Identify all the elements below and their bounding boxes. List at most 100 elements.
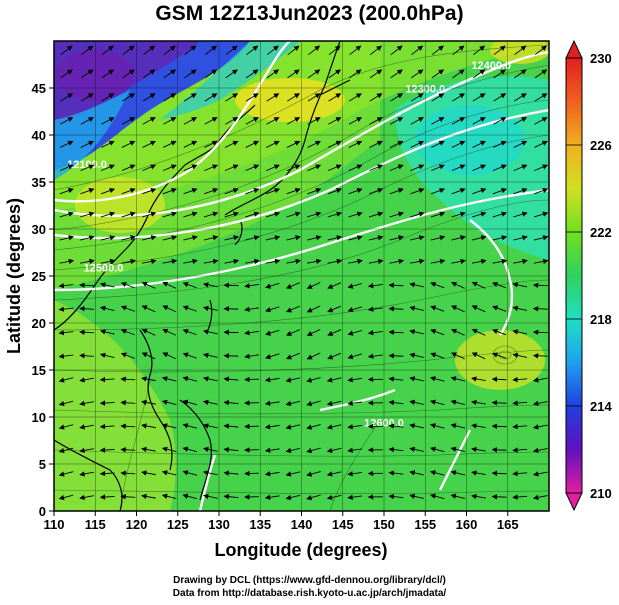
wind-arrow: [492, 305, 507, 312]
wind-arrow: [142, 69, 156, 79]
wind-arrow: [79, 306, 95, 312]
y-tick-label: 5: [39, 457, 46, 472]
wind-arrow: [183, 164, 198, 172]
wind-arrow: [368, 211, 384, 218]
wind-arrow: [203, 211, 219, 218]
x-tick-label: 110: [44, 517, 65, 532]
wind-arrow: [491, 447, 507, 453]
wind-arrow: [306, 447, 321, 454]
wind-arrow: [471, 281, 486, 289]
wind-arrow: [161, 470, 177, 476]
wind-arrow: [266, 117, 280, 125]
wind-arrow: [224, 140, 239, 148]
wind-arrow: [388, 353, 404, 359]
wind-arrow: [58, 494, 74, 501]
wind-arrow: [142, 117, 156, 125]
wind-arrow: [79, 329, 95, 335]
wind-arrow: [203, 446, 218, 453]
wind-arrow: [184, 69, 197, 79]
wind-arrow: [410, 93, 424, 102]
wind-arrow: [224, 211, 239, 218]
wind-arrow: [492, 211, 508, 218]
wind-arrow: [514, 69, 527, 79]
wind-arrow: [306, 424, 321, 430]
wind-arrow: [326, 494, 342, 501]
wind-arrow: [410, 164, 425, 172]
wind-arrow: [369, 45, 382, 56]
wind-arrow: [204, 93, 218, 102]
wind-arrow: [223, 493, 239, 500]
wind-arrow: [79, 400, 94, 407]
wind-arrow: [121, 258, 137, 265]
wind-arrow: [183, 117, 198, 125]
wind-arrow: [204, 188, 219, 195]
credits-line-1: Drawing by DCL (https://www.gfd-dennou.o…: [173, 575, 446, 586]
wind-arrow: [431, 93, 445, 102]
wind-arrow: [389, 140, 404, 148]
wind-arrow: [532, 447, 548, 454]
wind-arrow: [141, 376, 156, 382]
wind-arrow: [306, 494, 321, 501]
wind-arrow: [472, 211, 487, 218]
wind-arrow: [327, 164, 342, 172]
wind-arrow: [264, 447, 280, 453]
wind-arrow: [409, 446, 424, 453]
chart-title: GSM 12Z13Jun2023 (200.0hPa): [155, 2, 464, 25]
wind-arrow: [493, 117, 507, 125]
wind-arrow: [472, 93, 486, 102]
colorbar-tick-label: 230: [590, 51, 612, 66]
wind-arrow: [429, 376, 445, 382]
wind-arrow: [121, 211, 136, 218]
wind-arrow: [472, 140, 486, 148]
wind-arrow: [534, 188, 549, 195]
temperature-field: [54, 41, 549, 511]
wind-arrow: [58, 471, 74, 477]
wind-arrow: [161, 423, 177, 429]
wind-arrow: [431, 69, 445, 79]
wind-arrow: [367, 306, 383, 312]
wind-arrow: [430, 188, 446, 195]
wind-arrow: [368, 235, 384, 241]
wind-arrow: [223, 446, 239, 453]
wind-arrow: [450, 423, 466, 429]
wind-arrow: [204, 140, 218, 148]
wind-arrow: [430, 164, 445, 172]
colorbar-lower-triangle: [565, 492, 583, 512]
wind-arrow: [430, 211, 446, 218]
wind-arrow: [533, 235, 549, 241]
wind-arrow: [306, 282, 321, 289]
wind-arrow: [513, 235, 528, 241]
wind-arrow: [388, 446, 404, 453]
wind-arrow: [347, 424, 363, 430]
wind-arrow: [307, 188, 322, 195]
wind-arrow: [121, 235, 136, 241]
wind-arrow: [388, 423, 404, 429]
wind-arrow: [120, 447, 136, 453]
wind-arrow: [430, 328, 445, 336]
wind-arrow: [142, 188, 157, 195]
wind-arrow: [286, 117, 301, 125]
wind-arrow: [120, 423, 136, 429]
wind-arrow: [99, 352, 115, 358]
wind-arrow: [183, 235, 198, 241]
x-tick-label: 155: [414, 517, 436, 532]
wind-arrow: [141, 281, 156, 289]
wind-arrow: [492, 329, 507, 336]
wind-arrow: [121, 117, 136, 125]
wind-arrow: [265, 306, 280, 313]
wind-arrow: [409, 352, 424, 358]
wind-arrow: [369, 140, 383, 148]
wind-arrow: [99, 470, 115, 477]
wind-arrow: [326, 377, 342, 383]
wind-arrow: [287, 93, 300, 102]
wind-arrow: [101, 93, 115, 102]
y-tick-label: 25: [32, 269, 46, 284]
wind-arrow: [390, 69, 403, 79]
wind-arrow: [223, 470, 239, 476]
wind-arrow: [327, 352, 342, 360]
wind-arrow: [347, 282, 362, 289]
wind-arrow: [347, 471, 363, 477]
wind-arrow: [182, 493, 198, 500]
wind-arrow: [328, 69, 341, 79]
